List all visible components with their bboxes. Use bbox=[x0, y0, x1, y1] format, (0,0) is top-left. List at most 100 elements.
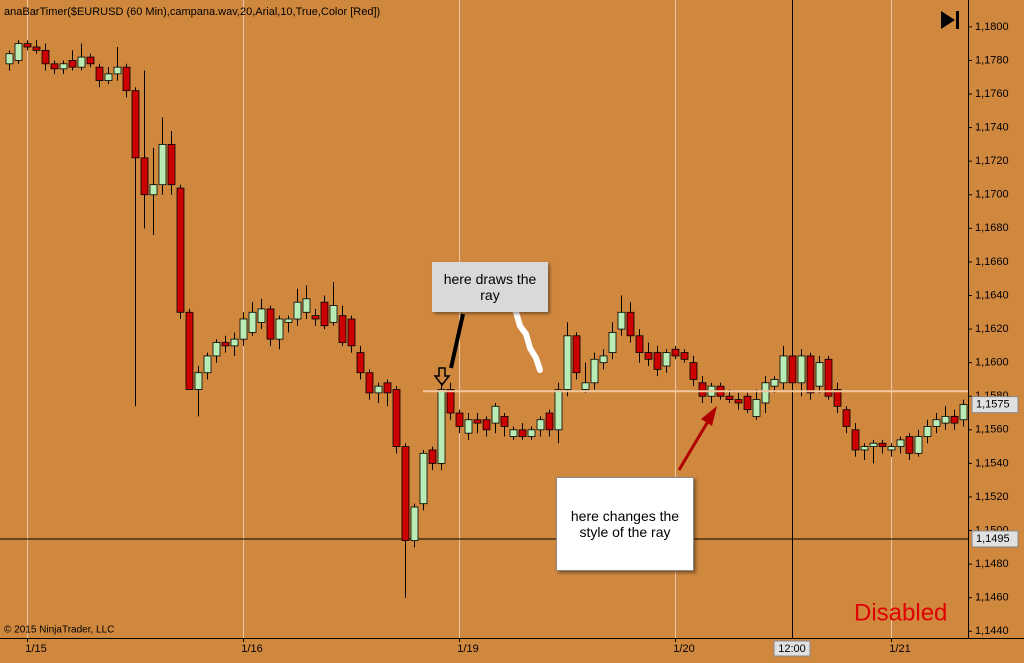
candle-body bbox=[23, 43, 32, 48]
arrow-head bbox=[701, 406, 717, 426]
candle-body bbox=[383, 382, 392, 394]
crosshair-x-box bbox=[773, 640, 811, 657]
candle-body bbox=[797, 355, 806, 384]
status: Disabled bbox=[854, 599, 947, 626]
candle-body bbox=[284, 318, 293, 323]
y-tick-label: 1,1800 bbox=[975, 21, 1009, 33]
candle-body bbox=[635, 335, 644, 353]
candle-body bbox=[626, 311, 635, 337]
candle-body bbox=[482, 419, 491, 431]
candle-body bbox=[149, 184, 158, 196]
candle-body bbox=[113, 66, 122, 75]
candle-body bbox=[77, 56, 86, 68]
candle-body bbox=[761, 382, 770, 404]
y-tick-label: 1,1540 bbox=[975, 457, 1009, 469]
candle-body bbox=[68, 60, 77, 68]
candle-body bbox=[167, 143, 176, 186]
scroll-end-icon[interactable] bbox=[956, 11, 959, 29]
candle-body bbox=[869, 442, 878, 447]
candle-body bbox=[464, 419, 473, 434]
candle-body bbox=[257, 308, 266, 323]
candle-body bbox=[212, 342, 221, 357]
x-tick-label: 1/16 bbox=[241, 643, 262, 655]
candle-body bbox=[50, 63, 59, 70]
candle-body bbox=[941, 415, 950, 424]
grid bbox=[0, 0, 968, 638]
candle-body bbox=[896, 439, 905, 448]
candle-body bbox=[320, 301, 329, 327]
y-tick-label: 1,1760 bbox=[975, 88, 1009, 100]
candle-body bbox=[347, 318, 356, 347]
candle-body bbox=[653, 352, 662, 370]
callout: here changes the style of the ray bbox=[556, 477, 694, 571]
candle-body bbox=[275, 318, 284, 340]
y-tick-label: 1,1660 bbox=[975, 256, 1009, 268]
crosshair-x-label: 12:00 bbox=[778, 643, 806, 655]
candle-body bbox=[428, 449, 437, 464]
last-price-box bbox=[971, 396, 1019, 414]
candle-body bbox=[86, 56, 95, 65]
candle-body bbox=[392, 389, 401, 447]
crosshair-y-box bbox=[971, 530, 1019, 548]
crosshair-y-label: 1,1495 bbox=[976, 533, 1010, 545]
y-tick-label: 1,1520 bbox=[975, 491, 1009, 503]
candle-body bbox=[824, 358, 833, 397]
candle-body bbox=[221, 342, 230, 347]
candle-body bbox=[419, 452, 428, 505]
y-tick-label: 1,1600 bbox=[975, 357, 1009, 369]
x-tick-label: 1/20 bbox=[673, 643, 694, 655]
candle-body bbox=[248, 311, 257, 333]
candle-body bbox=[932, 419, 941, 427]
candle-body bbox=[833, 389, 842, 407]
candle-body bbox=[752, 399, 761, 417]
candle-body bbox=[401, 446, 410, 542]
candle-body bbox=[698, 382, 707, 397]
candle-body bbox=[194, 372, 203, 390]
scroll-end-icon[interactable] bbox=[941, 11, 955, 29]
candle-body bbox=[671, 348, 680, 357]
y-tick-label: 1,1680 bbox=[975, 222, 1009, 234]
candle-body bbox=[617, 311, 626, 330]
candle-body bbox=[311, 315, 320, 320]
candle-body bbox=[176, 187, 185, 313]
last-price-label: 1,1575 bbox=[976, 399, 1010, 411]
candle-body bbox=[878, 442, 887, 447]
x-tick-label: 1/19 bbox=[457, 643, 478, 655]
candle-body bbox=[140, 157, 149, 196]
y-tick-label: 1,1720 bbox=[975, 155, 1009, 167]
candle-body bbox=[518, 429, 527, 437]
candle-body bbox=[779, 355, 788, 384]
callout: here draws the ray bbox=[432, 262, 548, 312]
candle-body bbox=[905, 436, 914, 454]
candle-body bbox=[554, 389, 563, 431]
candle-body bbox=[500, 415, 509, 427]
candle-body bbox=[851, 429, 860, 451]
y-tick-label: 1,1740 bbox=[975, 122, 1009, 134]
candle-body bbox=[770, 379, 779, 387]
candle-body bbox=[581, 382, 590, 390]
candle-body bbox=[59, 63, 68, 70]
candle-body bbox=[689, 362, 698, 380]
candle-body bbox=[104, 73, 113, 81]
arrow bbox=[677, 417, 712, 471]
candle-body bbox=[572, 335, 581, 374]
x-tick-label: 1/21 bbox=[889, 643, 910, 655]
candle-body bbox=[644, 352, 653, 360]
overlays bbox=[423, 11, 968, 471]
candle-body bbox=[509, 429, 518, 437]
y-tick-label: 1,1640 bbox=[975, 289, 1009, 301]
candle-body bbox=[860, 446, 869, 451]
y-tick-label: 1,1620 bbox=[975, 323, 1009, 335]
candle-body bbox=[950, 415, 959, 424]
candle-body bbox=[203, 355, 212, 374]
y-tick-label: 1,1560 bbox=[975, 424, 1009, 436]
candle-body bbox=[536, 419, 545, 431]
candle-body bbox=[527, 429, 536, 437]
y-tick-label: 1,1780 bbox=[975, 54, 1009, 66]
candle-body bbox=[455, 412, 464, 427]
candle-body bbox=[806, 355, 815, 394]
candle-body bbox=[473, 419, 482, 424]
candle-body bbox=[131, 90, 140, 159]
candle-body bbox=[437, 389, 446, 464]
